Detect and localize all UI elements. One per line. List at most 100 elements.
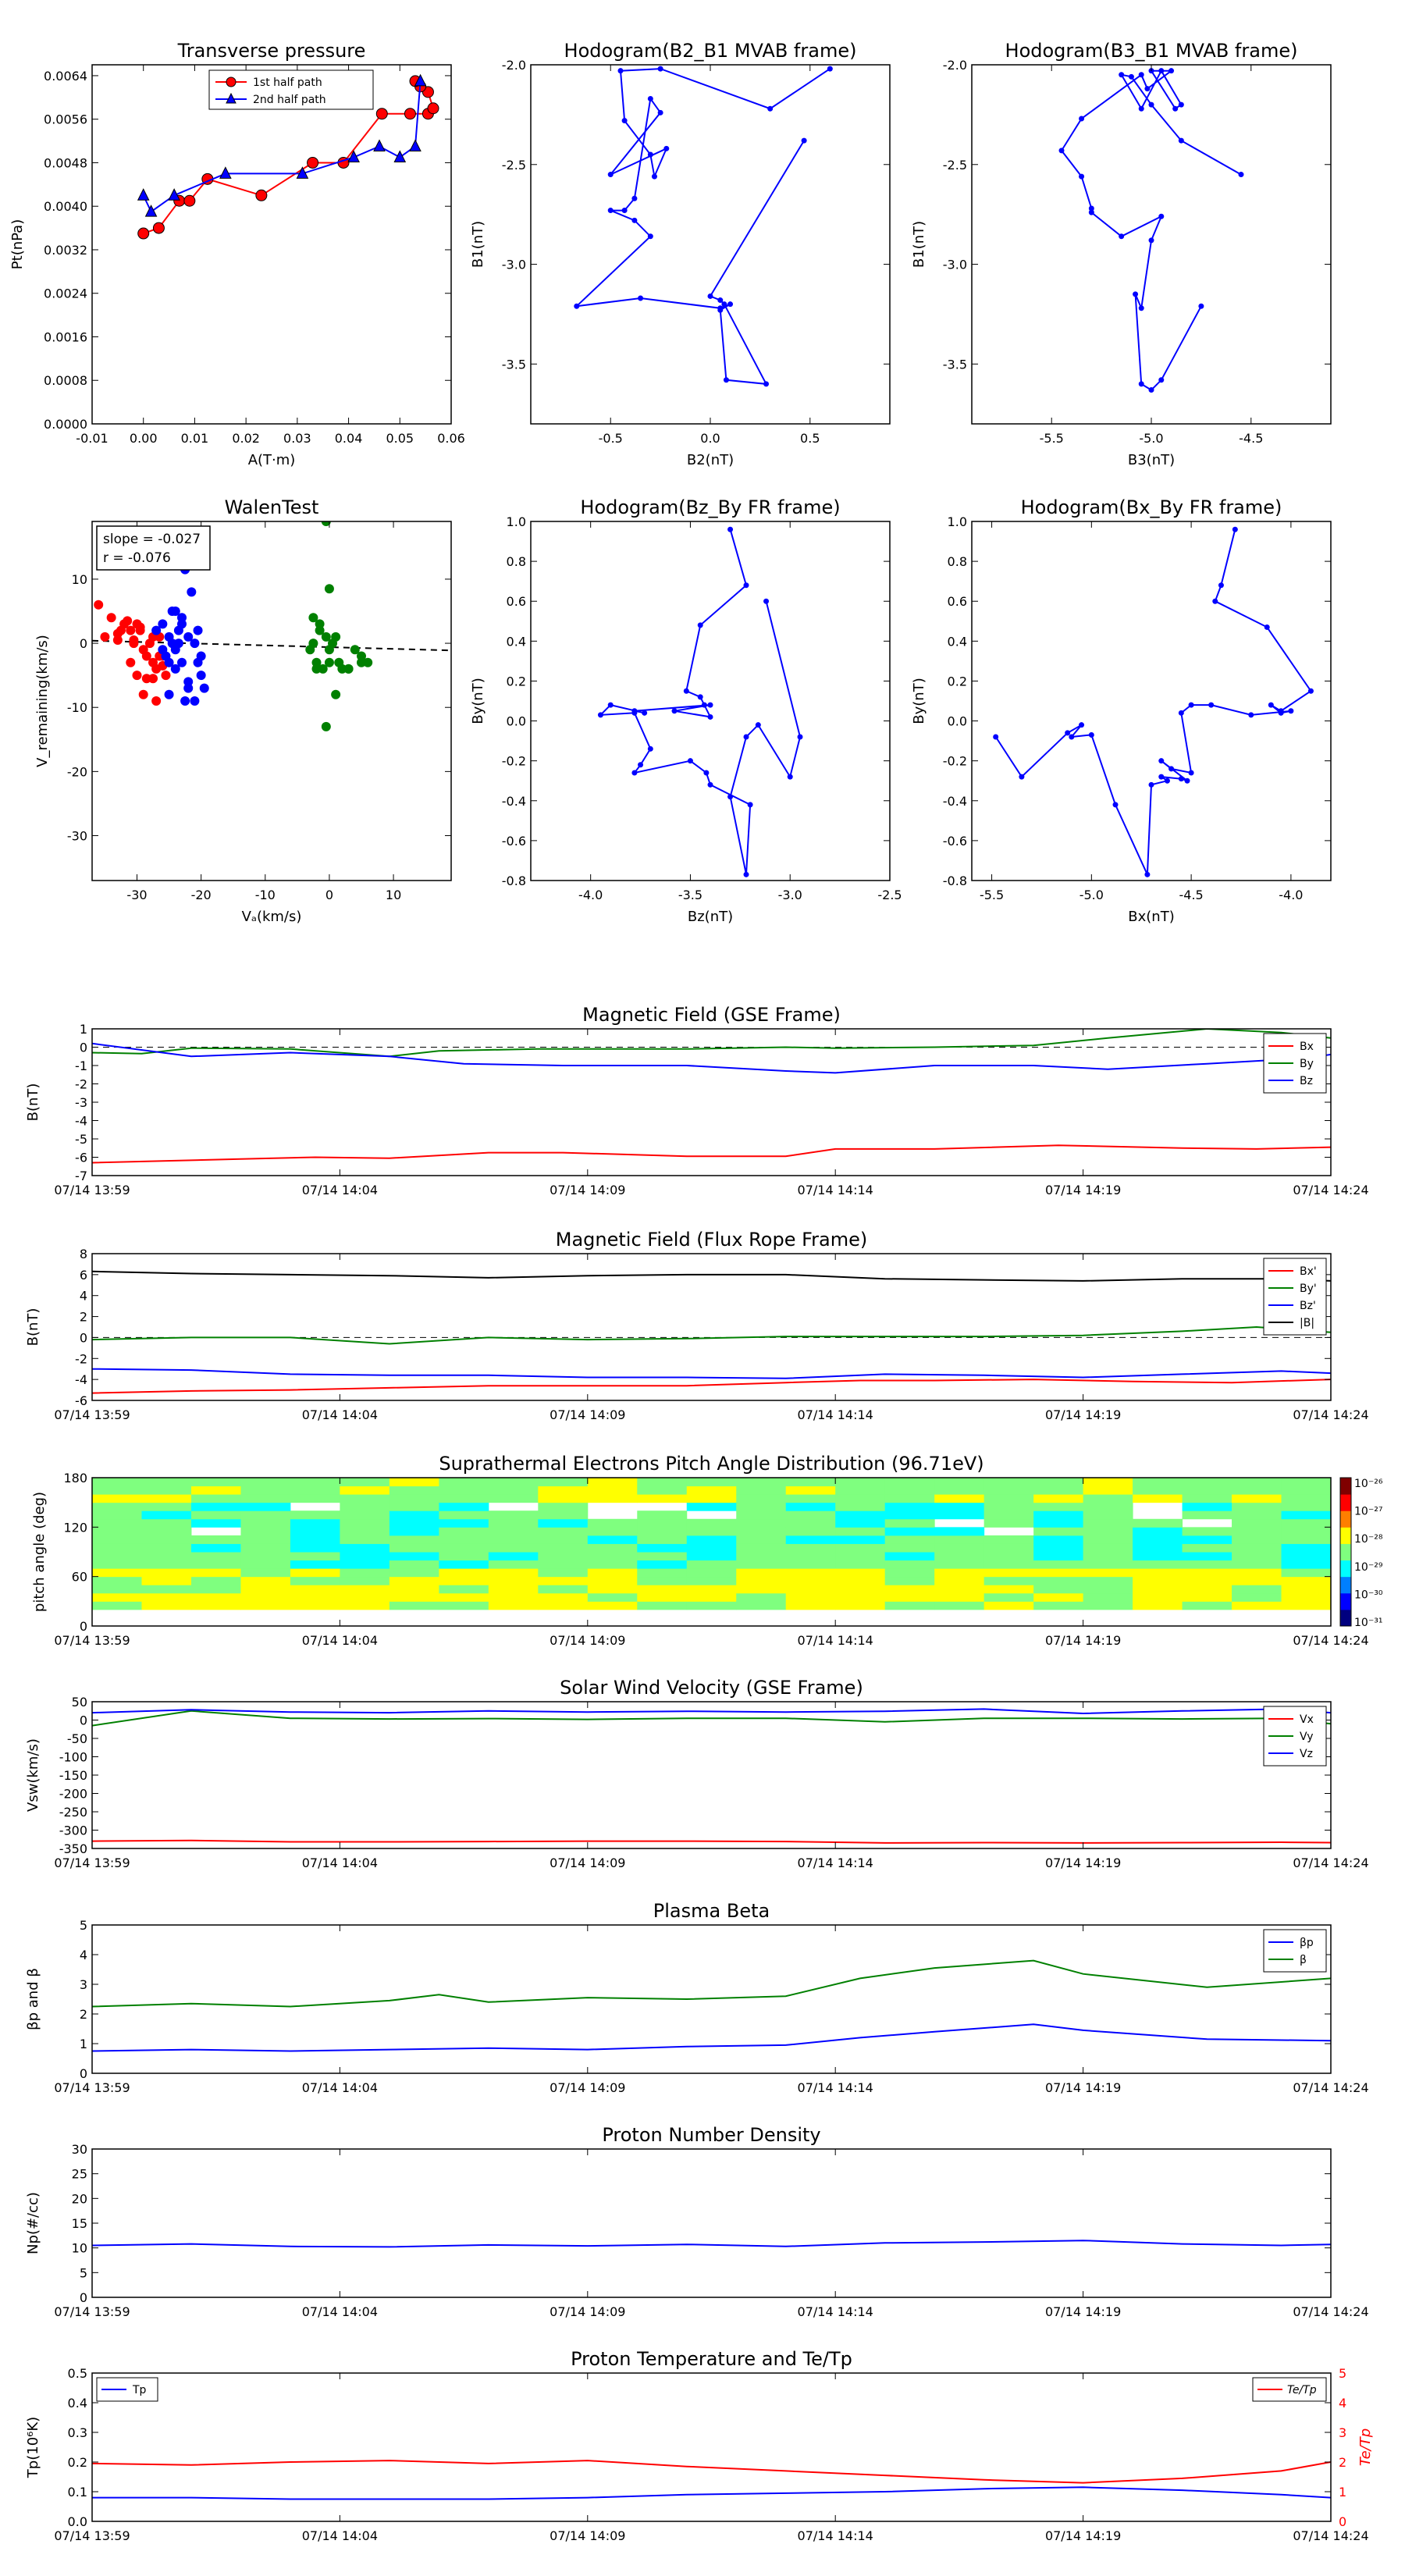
pad-heatmap-cell	[587, 1518, 638, 1528]
tp-right-ytick-label: 2	[1339, 2455, 1346, 2470]
bgse-ytick-label: -1	[75, 1059, 87, 1073]
h31-data-point	[1133, 291, 1139, 297]
pad-heatmap-cell	[92, 1485, 142, 1495]
pad-heatmap-cell	[884, 1535, 935, 1544]
hxy-xlabel: Bx(nT)	[1128, 909, 1174, 925]
walen-data-point	[190, 696, 200, 706]
bgse-xtick-label: 07/14 14:14	[798, 1183, 873, 1197]
pad-heatmap-cell	[488, 1576, 539, 1585]
hxy-data-point	[1019, 774, 1025, 780]
pad-heatmap-cell	[984, 1560, 1034, 1569]
pad-heatmap-cell	[686, 1485, 737, 1495]
pad-heatmap-cell	[240, 1543, 291, 1553]
pad-heatmap-cell	[785, 1502, 836, 1511]
pad-heatmap-cell	[637, 1510, 688, 1520]
h23-data-point	[717, 297, 724, 304]
pad-heatmap-cell	[984, 1552, 1034, 1561]
pad-heatmap-cell	[736, 1502, 787, 1511]
pad-ytick-label: 60	[72, 1570, 87, 1585]
beta-xtick-label: 07/14 14:09	[550, 2080, 625, 2095]
pad-heatmap-cell	[1133, 1585, 1183, 1594]
pt-legend-marker	[226, 92, 237, 104]
pad-heatmap-cell	[389, 1535, 439, 1544]
np-ytick-label: 30	[72, 2142, 87, 2157]
pad-heatmap-cell	[1083, 1568, 1133, 1578]
hzy-ytick-label: -0.2	[502, 754, 526, 769]
pad-heatmap-cell	[1182, 1592, 1232, 1602]
pad-heatmap-cell	[835, 1518, 886, 1528]
tp-xtick-label: 07/14 14:14	[798, 2528, 873, 2543]
hzy-ytick-label: -0.4	[502, 794, 526, 809]
vsw-xtick-label: 07/14 13:59	[54, 1856, 130, 1870]
tp-xtick-label: 07/14 14:24	[1293, 2528, 1368, 2543]
vsw-ytick-label: -150	[59, 1768, 87, 1783]
hzy-data-point	[671, 708, 678, 714]
pad-heatmap-cell	[340, 1510, 390, 1520]
h31-xtick-label: -4.5	[1239, 431, 1263, 446]
pad-heatmap-cell	[538, 1478, 589, 1487]
pad-heatmap-cell	[835, 1543, 886, 1553]
walen-data-point	[112, 628, 123, 639]
pad-heatmap-cell	[92, 1502, 142, 1511]
beta-ytick-label: 5	[80, 1918, 87, 1933]
pad-heatmap-cell	[240, 1527, 291, 1536]
pad-heatmap-cell	[290, 1560, 340, 1569]
h31-data-point	[1128, 73, 1134, 80]
hxy-data-point	[1158, 758, 1165, 764]
pt-data-point	[296, 166, 309, 179]
pad-heatmap-cell	[1033, 1518, 1084, 1528]
pad-heatmap-cell	[141, 1585, 192, 1594]
pad-heatmap-cell	[439, 1576, 489, 1585]
pad-colorbar-segment	[1340, 1543, 1351, 1561]
hxy-axes-frame	[971, 521, 1332, 881]
bfr-axes-frame	[91, 1253, 1332, 1401]
np-ytick-label: 15	[72, 2216, 87, 2231]
pad-heatmap-cell	[389, 1560, 439, 1569]
pad-heatmap-cell	[1083, 1527, 1133, 1536]
pad-heatmap-cell	[984, 1543, 1034, 1553]
pad-heatmap-cell	[1033, 1601, 1084, 1610]
pad-heatmap-cell	[984, 1478, 1034, 1487]
pad-heatmap-cell	[835, 1535, 886, 1544]
pad-heatmap-cell	[488, 1592, 539, 1602]
bgse-legend-label: Bz	[1300, 1075, 1313, 1087]
walen-data-point	[321, 632, 331, 642]
pt-title: Transverse pressure	[177, 40, 366, 62]
hxy-data-point	[1144, 871, 1151, 877]
pad-heatmap-cell	[1281, 1560, 1332, 1569]
pt-series-line	[142, 80, 422, 213]
pad-heatmap-cell	[835, 1560, 886, 1569]
pad-heatmap-cell	[984, 1535, 1034, 1544]
np-xtick-label: 07/14 14:19	[1045, 2304, 1121, 2319]
pad-heatmap-cell	[240, 1601, 291, 1610]
pad-heatmap-cell	[538, 1592, 589, 1602]
pad-heatmap-cell	[1281, 1478, 1332, 1487]
pad-heatmap-cell	[1232, 1527, 1282, 1536]
hzy-data-point	[787, 774, 793, 780]
hzy-data-point	[743, 734, 749, 740]
walen-ytick-label: -10	[67, 700, 87, 715]
tp-xtick-label: 07/14 14:04	[302, 2528, 378, 2543]
pad-heatmap-cell	[835, 1494, 886, 1503]
hzy-xtick-label: -3.0	[778, 888, 802, 902]
pad-heatmap-cell	[835, 1585, 886, 1594]
pad-heatmap-cell	[884, 1576, 935, 1585]
pad-heatmap-cell	[190, 1518, 241, 1528]
bgse-xtick-label: 07/14 14:19	[1045, 1183, 1121, 1197]
pad-heatmap-cell	[1232, 1535, 1282, 1544]
pad-heatmap-cell	[240, 1568, 291, 1578]
h31-data-point	[1148, 101, 1154, 108]
pad-heatmap-cell	[340, 1592, 390, 1602]
walen-data-point	[164, 689, 174, 699]
walen-data-point	[112, 635, 123, 645]
pad-heatmap-cell	[340, 1543, 390, 1553]
h31-ytick-label: -2.5	[943, 158, 967, 173]
pad-heatmap-cell	[835, 1576, 886, 1585]
pad-heatmap-cell	[290, 1592, 340, 1602]
pad-heatmap-cell	[1133, 1494, 1183, 1503]
pad-colorbar-label: 10⁻²⁸	[1354, 1533, 1383, 1546]
beta-legend-label: β	[1300, 1954, 1307, 1966]
pt-ytick-label: 0.0056	[44, 112, 87, 127]
pad-heatmap-cell	[587, 1592, 638, 1602]
h23-data-point	[717, 307, 724, 313]
